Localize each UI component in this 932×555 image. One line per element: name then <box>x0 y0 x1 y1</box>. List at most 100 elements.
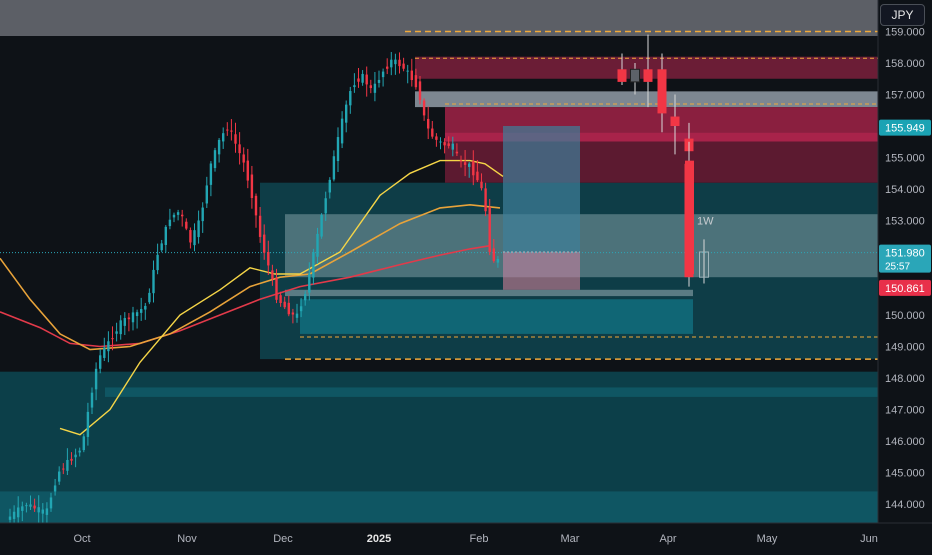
candle-body <box>394 59 397 65</box>
candle-body <box>197 220 200 238</box>
price-axis: 159.000158.000157.000156.000155.000154.0… <box>877 0 932 550</box>
price-tick-label: 154.000 <box>885 184 925 196</box>
candle-body <box>418 81 422 101</box>
daily-candle <box>37 495 40 525</box>
weekly-body <box>617 69 627 82</box>
candle-body <box>185 221 188 229</box>
daily-candle <box>131 306 135 331</box>
weekly-candle <box>670 94 680 155</box>
range-box-grey <box>285 214 878 278</box>
daily-candle <box>414 68 418 90</box>
daily-candle <box>99 348 102 374</box>
daily-candle <box>230 119 233 141</box>
daily-candle <box>340 111 344 149</box>
currency-selector[interactable]: JPY <box>880 4 925 26</box>
candle-body <box>398 59 401 67</box>
candle-body <box>25 505 28 507</box>
daily-candle <box>455 143 459 157</box>
daily-candle <box>439 137 442 150</box>
candle-body <box>222 133 225 142</box>
candle-body <box>377 79 381 83</box>
candle-body <box>361 73 364 83</box>
candle-body <box>439 141 442 143</box>
candle-body <box>217 139 221 155</box>
candle-body <box>468 163 471 167</box>
candle-body <box>115 331 118 334</box>
daily-candle <box>365 66 368 97</box>
daily-candle <box>82 433 85 453</box>
daily-candle <box>41 503 44 526</box>
candle-body <box>299 306 303 312</box>
candle-body <box>131 312 135 323</box>
price-axis-bg <box>878 0 932 550</box>
daily-candle <box>459 155 463 168</box>
candle-body <box>49 497 53 509</box>
daily-candle <box>86 402 90 446</box>
daily-candle <box>353 73 356 93</box>
candle-body <box>410 70 413 81</box>
candle-body <box>250 174 254 198</box>
candle-body <box>451 143 454 150</box>
candle-body <box>258 215 262 237</box>
candle-body <box>45 508 49 515</box>
daily-candle <box>357 68 360 88</box>
daily-candle <box>349 86 352 114</box>
candle-body <box>86 411 90 437</box>
candle-body <box>164 226 167 245</box>
candle-body <box>283 301 286 308</box>
price-tick-label: 144.000 <box>885 499 925 511</box>
candle-body <box>127 317 131 320</box>
weekly-candles-layer <box>617 34 709 287</box>
candle-body <box>172 214 176 218</box>
candle-body <box>82 436 85 451</box>
candle-body <box>308 273 311 293</box>
candle-body <box>209 163 213 185</box>
candle-body <box>66 459 69 471</box>
daily-candle <box>431 121 434 139</box>
candle-body <box>181 214 184 217</box>
candle-body <box>316 233 319 257</box>
candle-body <box>70 458 73 461</box>
candle-body <box>242 154 245 163</box>
daily-candle <box>316 227 319 264</box>
daily-candle <box>291 308 295 324</box>
daily-candle <box>463 150 467 177</box>
candle-body <box>238 144 241 154</box>
daily-candle <box>381 68 385 87</box>
candle-body <box>90 392 94 408</box>
time-axis: Oct Nov Dec 2025 Feb Mar Apr May Jun <box>0 522 932 550</box>
daily-candle <box>176 209 180 221</box>
daily-candle <box>390 51 393 76</box>
supply-zone-top <box>0 0 878 36</box>
daily-candle <box>410 58 413 87</box>
price-tick-label: 159.000 <box>885 27 925 39</box>
time-tick-label: Dec <box>273 533 293 545</box>
price-tick-label: 147.000 <box>885 405 925 417</box>
daily-candle <box>66 448 69 476</box>
daily-candle <box>299 298 303 318</box>
candle-body <box>435 136 438 140</box>
candle-body <box>480 181 483 189</box>
daily-candle <box>406 64 409 84</box>
daily-candle <box>258 207 262 243</box>
candle-body <box>463 162 467 165</box>
candle-body <box>492 248 495 262</box>
daily-candle <box>168 208 172 230</box>
daily-candle <box>115 322 118 342</box>
daily-candle <box>427 106 430 140</box>
price-tick-label: 149.000 <box>885 342 925 354</box>
candle-body <box>373 83 377 93</box>
daily-candle <box>78 447 81 457</box>
price-tick-label: 157.000 <box>885 90 925 102</box>
daily-candle <box>144 302 147 320</box>
daily-candle <box>213 147 217 172</box>
candle-body <box>193 230 196 246</box>
price-tick-label: 145.000 <box>885 468 925 480</box>
candle-body <box>496 259 500 263</box>
daily-candle <box>119 315 122 340</box>
order-block-lower <box>300 299 693 334</box>
daily-candle <box>123 312 126 336</box>
daily-candle <box>287 295 290 317</box>
